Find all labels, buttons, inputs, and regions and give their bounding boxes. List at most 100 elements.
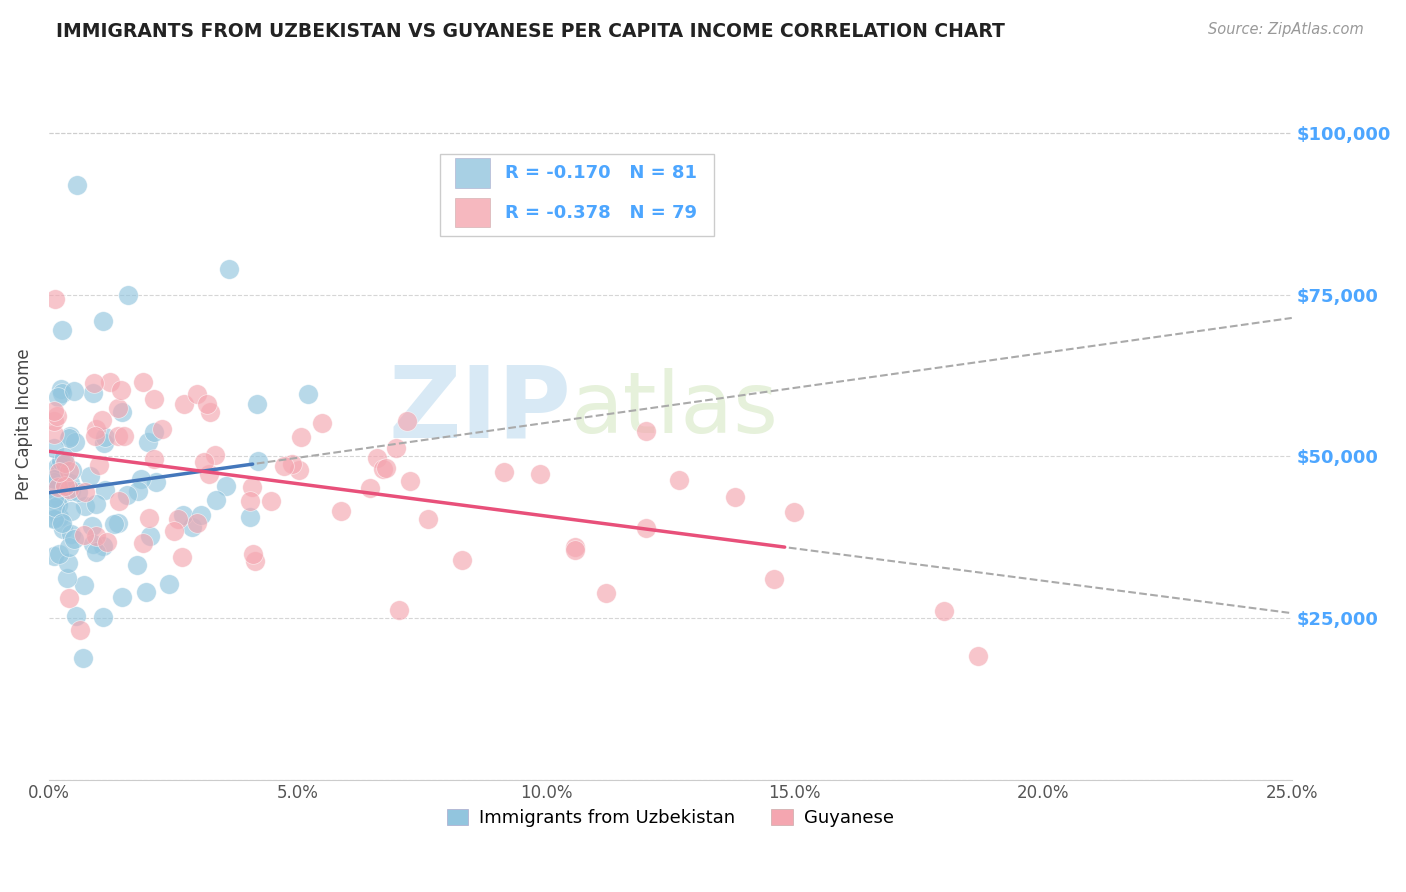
Point <box>111 591 134 605</box>
Point <box>58 431 80 445</box>
Point <box>91 610 114 624</box>
Point <box>239 509 262 524</box>
Point <box>239 493 262 508</box>
Point <box>48 510 70 524</box>
Point <box>53 456 76 470</box>
Point <box>242 548 264 562</box>
Point <box>112 429 135 443</box>
Point <box>145 475 167 489</box>
Point <box>205 493 228 508</box>
Point <box>218 261 240 276</box>
Point <box>51 516 73 531</box>
Point <box>98 375 121 389</box>
Point <box>132 376 155 390</box>
Point <box>91 540 114 554</box>
Point <box>42 427 65 442</box>
Point <box>69 624 91 638</box>
Point <box>45 460 67 475</box>
Point <box>107 401 129 416</box>
Point <box>82 386 104 401</box>
Point <box>84 497 107 511</box>
Point <box>49 382 72 396</box>
Text: ZIP: ZIP <box>388 361 571 458</box>
FancyBboxPatch shape <box>440 153 714 235</box>
Point <box>595 586 617 600</box>
Point <box>115 488 138 502</box>
Point <box>186 516 208 531</box>
Point <box>173 397 195 411</box>
Point <box>129 472 152 486</box>
Point <box>163 524 186 539</box>
Point <box>529 467 551 482</box>
Point <box>52 450 75 465</box>
Point <box>58 464 80 478</box>
Point <box>42 472 65 486</box>
Point <box>96 535 118 549</box>
Point <box>75 485 97 500</box>
Point <box>260 494 283 508</box>
Point <box>72 528 94 542</box>
Point <box>366 450 388 465</box>
Point <box>416 512 439 526</box>
Point <box>190 508 212 523</box>
Point <box>46 390 69 404</box>
Point <box>83 376 105 391</box>
Point <box>138 511 160 525</box>
Point <box>451 553 474 567</box>
Point <box>79 468 101 483</box>
Point <box>215 479 238 493</box>
Text: atlas: atlas <box>571 368 779 451</box>
Point <box>51 454 73 468</box>
Point <box>86 529 108 543</box>
Point <box>44 475 66 489</box>
Point <box>82 537 104 551</box>
Point <box>42 404 65 418</box>
Point <box>139 529 162 543</box>
Point <box>52 521 75 535</box>
Point <box>281 457 304 471</box>
Point <box>399 474 422 488</box>
Point <box>374 461 396 475</box>
Text: R = -0.170   N = 81: R = -0.170 N = 81 <box>505 164 697 182</box>
Point <box>172 508 194 522</box>
Point <box>91 413 114 427</box>
Point <box>48 491 70 506</box>
Point <box>166 511 188 525</box>
Point <box>127 483 149 498</box>
Point <box>94 430 117 444</box>
Point <box>297 387 319 401</box>
Point <box>136 434 159 449</box>
Point <box>117 287 139 301</box>
Point <box>143 425 166 439</box>
Point <box>132 536 155 550</box>
Point <box>58 483 80 497</box>
Point <box>63 384 86 398</box>
Point <box>724 490 747 504</box>
Point <box>186 387 208 401</box>
Point <box>42 510 65 524</box>
Point <box>72 577 94 591</box>
Point <box>51 323 73 337</box>
Point <box>46 499 69 513</box>
Point <box>634 424 657 438</box>
Point <box>108 493 131 508</box>
Point <box>157 576 180 591</box>
Point <box>58 591 80 605</box>
Point <box>668 473 690 487</box>
Point <box>58 475 80 490</box>
Point <box>494 465 516 479</box>
Point <box>330 504 353 518</box>
Point <box>66 178 89 192</box>
Point <box>181 520 204 534</box>
Point <box>75 499 97 513</box>
Point <box>359 481 381 495</box>
Bar <box>456 198 491 227</box>
Point <box>42 549 65 563</box>
Point <box>42 483 65 498</box>
Point <box>783 505 806 519</box>
Point <box>87 458 110 472</box>
Point <box>42 512 65 526</box>
Point <box>51 386 73 401</box>
Point <box>67 485 90 500</box>
Point <box>135 585 157 599</box>
